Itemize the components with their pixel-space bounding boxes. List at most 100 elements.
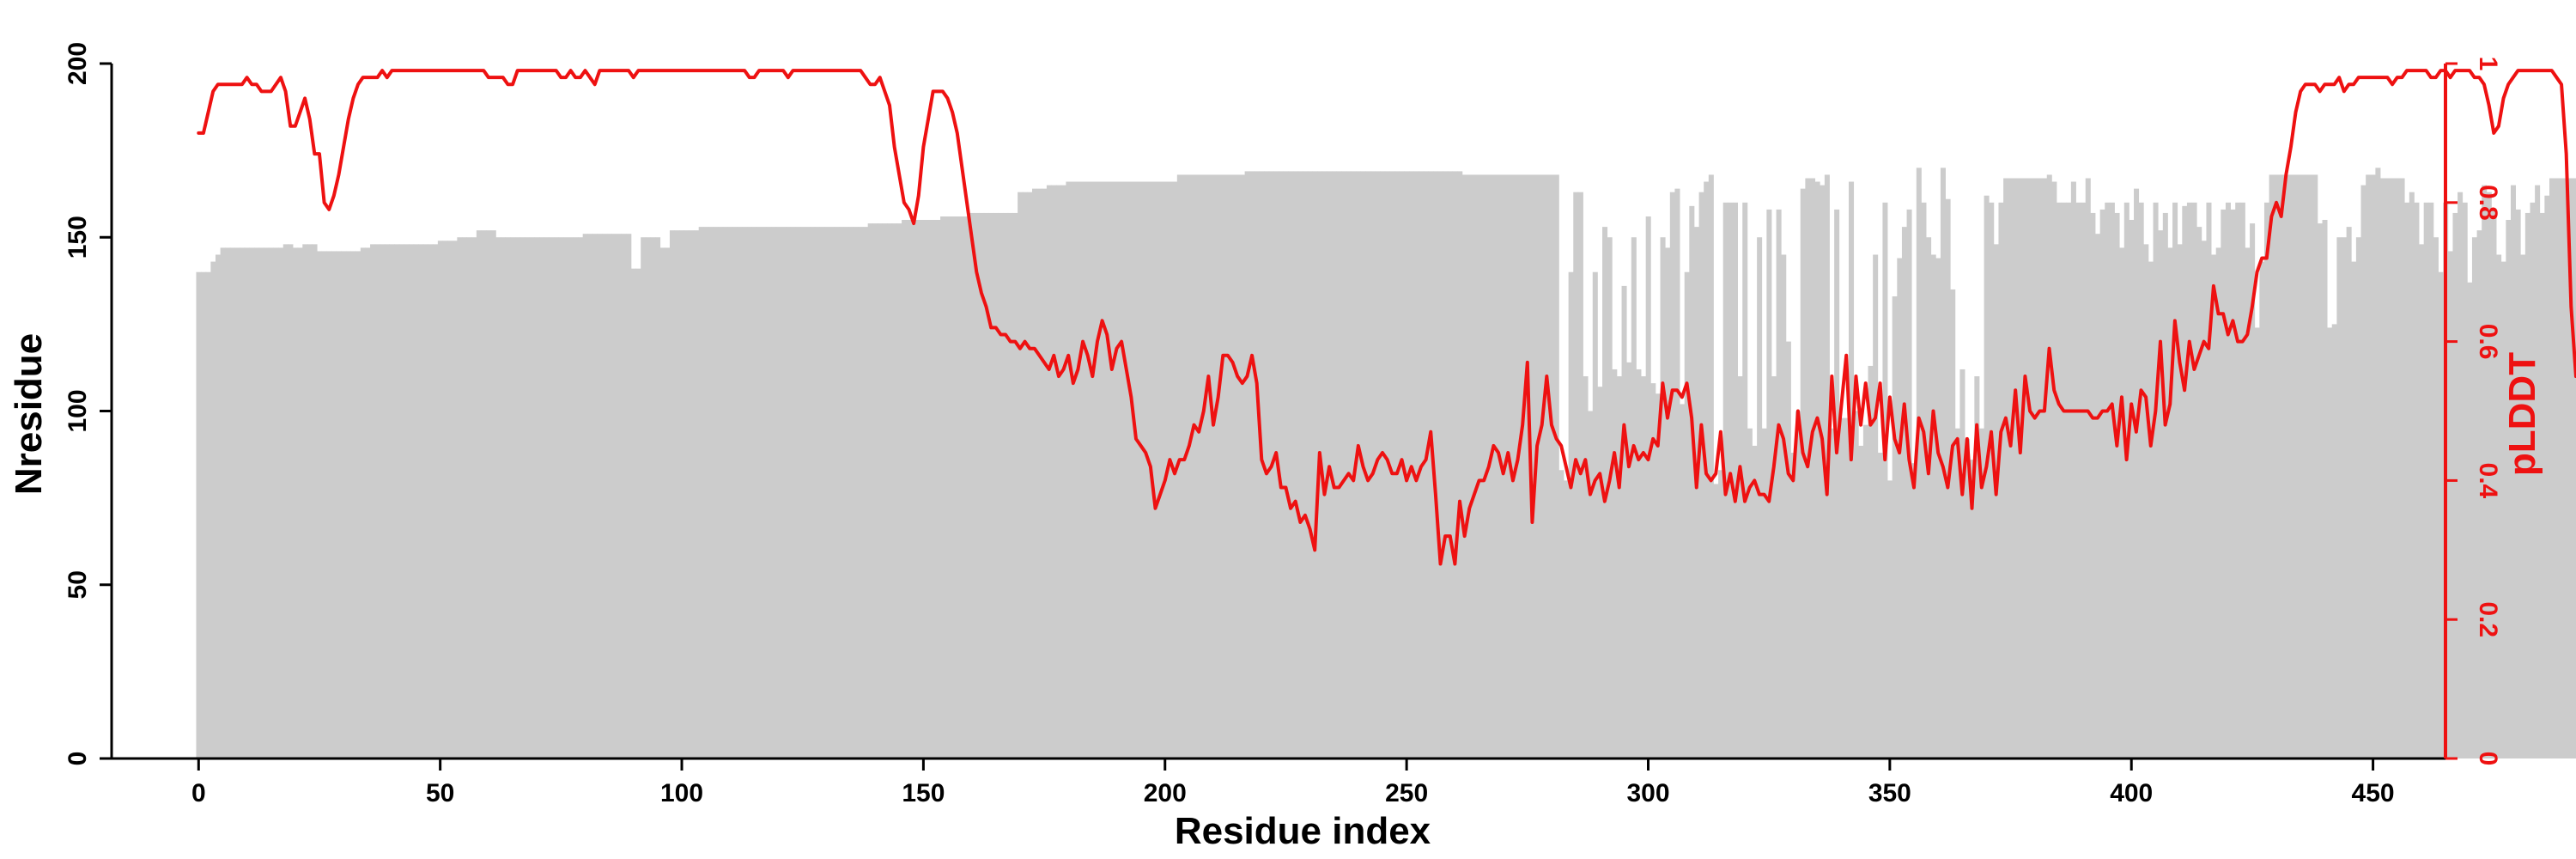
bar [2428, 202, 2434, 759]
bar [553, 237, 559, 758]
bar [2351, 261, 2357, 758]
bar [1926, 237, 1932, 758]
bar [930, 220, 936, 758]
bar [1708, 174, 1714, 758]
bar [2075, 202, 2081, 759]
bar [336, 251, 342, 758]
bar [2510, 185, 2516, 758]
bar [481, 230, 487, 758]
bar [1075, 181, 1081, 758]
bar [2476, 230, 2482, 758]
bar [2215, 247, 2221, 758]
bar [1814, 181, 1820, 758]
bar [1457, 171, 1463, 758]
bar [2167, 247, 2173, 758]
bar [1211, 174, 1217, 758]
bar [872, 223, 878, 758]
bar [805, 227, 811, 758]
bar [2129, 220, 2135, 758]
bar [2225, 202, 2231, 759]
bar [2027, 178, 2033, 759]
y-right-tick-label: 0.8 [2474, 185, 2502, 221]
y-left-tick-label: 200 [64, 42, 92, 85]
bar [519, 237, 526, 758]
bar [732, 227, 738, 758]
bar [2269, 174, 2275, 758]
bar [1225, 174, 1231, 758]
bar [1327, 171, 1333, 758]
bar [1182, 174, 1188, 758]
bar [1090, 181, 1096, 758]
bar [514, 237, 520, 758]
bar [220, 247, 226, 758]
bar [1577, 192, 1583, 759]
bar [215, 254, 222, 759]
bar [2081, 202, 2087, 759]
bar [1375, 171, 1381, 758]
bar-series [196, 168, 2576, 759]
bar [814, 227, 820, 758]
bar [2186, 202, 2192, 759]
bar [771, 227, 777, 758]
bar [1288, 171, 1294, 758]
bar [461, 237, 468, 758]
bar [1461, 174, 1467, 758]
bar [1732, 202, 1738, 759]
bar [775, 227, 781, 758]
bar [1413, 171, 1419, 758]
bar [858, 227, 864, 758]
bar [2458, 192, 2464, 759]
bar [2046, 174, 2052, 758]
x-tick-label: 50 [426, 779, 454, 807]
bar [1921, 202, 1927, 759]
bar [945, 216, 951, 759]
bar [2211, 254, 2217, 759]
bar [331, 251, 337, 758]
bar [1849, 181, 1855, 758]
bar [529, 237, 535, 758]
bar [452, 241, 458, 758]
bar [1505, 174, 1511, 758]
y-axis-title-right: pLDDT [2501, 352, 2543, 476]
bar [1984, 195, 1990, 758]
bar [838, 227, 844, 758]
bar [1607, 237, 1613, 758]
bar [490, 230, 496, 758]
bar [2462, 202, 2468, 759]
bar [2496, 254, 2502, 759]
bar [1993, 244, 1999, 759]
bar [558, 237, 564, 758]
bar [611, 234, 617, 759]
bar [1244, 171, 1250, 758]
bar [974, 212, 980, 758]
bar [674, 230, 680, 758]
bar [1404, 171, 1410, 758]
bar [926, 220, 932, 758]
bar [278, 247, 284, 758]
bar [694, 230, 700, 758]
bar [2336, 237, 2342, 758]
bar [1800, 188, 1806, 758]
bar [1162, 181, 1168, 758]
bar [312, 244, 318, 759]
bar [2191, 202, 2197, 759]
bar [954, 216, 960, 759]
y-right-tick-label: 0.2 [2474, 601, 2502, 637]
bar [2235, 202, 2241, 759]
bar [645, 237, 651, 758]
bar [2196, 227, 2202, 758]
bar [1056, 185, 1062, 758]
bar [365, 247, 371, 758]
bar [2037, 178, 2043, 759]
bar [1930, 254, 1936, 759]
bar [389, 244, 395, 759]
bar [1713, 484, 1719, 758]
bar [655, 237, 661, 758]
bar [1012, 212, 1018, 758]
bar [1965, 438, 1971, 758]
bar [2302, 174, 2309, 758]
bar [1718, 470, 1724, 758]
bar [2070, 181, 2076, 758]
bar [819, 227, 825, 758]
bar [1897, 258, 1903, 758]
